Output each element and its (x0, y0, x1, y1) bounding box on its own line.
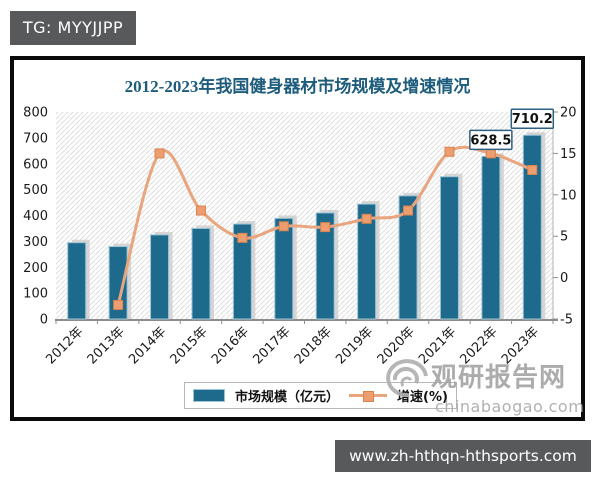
watermark-domain: chinabaogao.com (435, 397, 585, 416)
line-swatch-marker (363, 391, 375, 402)
chart-title: 2012-2023年我国健身器材市场规模及增速情况 (124, 77, 471, 96)
line-series-label: 增速(%) (397, 390, 448, 405)
watermark: 观研报告网 chinabaogao.com (383, 356, 584, 416)
bar-series-label: 市场规模（亿元） (235, 390, 340, 405)
bar-series-swatch (193, 389, 225, 402)
chart-legend: 市场规模（亿元） 增速(%) (184, 382, 457, 409)
telegram-badge: TG: MYYJJPP (10, 11, 136, 45)
watermark-site-name: 观研报告网 (431, 363, 567, 393)
footer-url: www.zh-hthqn-hthsports.com (335, 440, 591, 472)
line-series-swatch (349, 390, 388, 402)
swirl-logo-icon (386, 359, 428, 398)
